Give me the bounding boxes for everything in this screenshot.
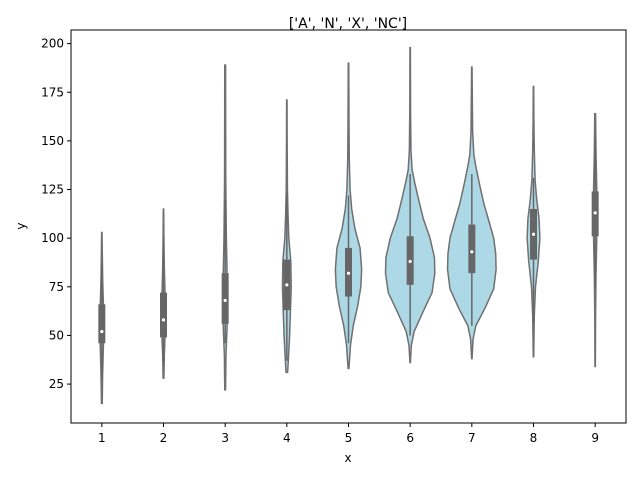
- y-tick-label: 50: [49, 328, 64, 342]
- violin-8: [526, 85, 541, 358]
- x-tick-label: 2: [160, 431, 168, 445]
- violin-7: [446, 66, 497, 360]
- x-tick-label: 5: [345, 431, 353, 445]
- violin-median-dot: [593, 211, 597, 215]
- violin-3: [221, 64, 229, 391]
- y-tick-label: 150: [41, 134, 64, 148]
- violins-group: [98, 46, 599, 405]
- violin-median-dot: [470, 250, 474, 254]
- violin-1: [98, 231, 106, 405]
- x-tick-label: 8: [530, 431, 538, 445]
- y-tick-label: 200: [41, 37, 64, 51]
- violin-median-dot: [223, 298, 227, 303]
- violin-median-dot: [346, 271, 351, 275]
- y-tick-label: 100: [41, 231, 64, 245]
- violin-2: [160, 208, 167, 379]
- chart-title: ['A', 'N', 'X', 'NC']: [289, 16, 407, 32]
- violin-median-dot: [531, 232, 536, 236]
- violin-median-dot: [100, 329, 104, 334]
- x-axis-label: x: [344, 451, 351, 465]
- violin-6: [384, 46, 436, 364]
- violin-iqr-box: [221, 273, 229, 324]
- y-tick-label: 125: [41, 183, 64, 197]
- plot-frame: [70, 29, 627, 424]
- y-tick-label: 175: [41, 85, 64, 99]
- y-axis-label: y: [14, 222, 28, 229]
- violin-9: [591, 112, 599, 368]
- violin-iqr-box: [160, 292, 167, 338]
- x-tick-label: 4: [283, 431, 291, 445]
- violin-4: [281, 99, 292, 374]
- y-axis-ticks: 25 50 75 100 125 150 175 200: [41, 37, 71, 391]
- y-tick-label: 25: [49, 377, 64, 391]
- violin-median-dot: [408, 259, 412, 264]
- x-axis-ticks: 1 2 3 4 5 6 7 8 9: [98, 423, 599, 445]
- x-tick-label: 9: [591, 431, 599, 445]
- x-tick-label: 1: [98, 431, 106, 445]
- x-tick-label: 7: [468, 431, 476, 445]
- violin-5: [334, 62, 363, 370]
- violin-iqr-box: [468, 224, 476, 274]
- y-tick-label: 75: [49, 280, 64, 294]
- violin-median-dot: [161, 318, 166, 322]
- x-tick-label: 6: [406, 431, 414, 445]
- x-tick-label: 3: [221, 431, 229, 445]
- violin-median-dot: [285, 283, 289, 287]
- violin-iqr-box: [98, 304, 106, 344]
